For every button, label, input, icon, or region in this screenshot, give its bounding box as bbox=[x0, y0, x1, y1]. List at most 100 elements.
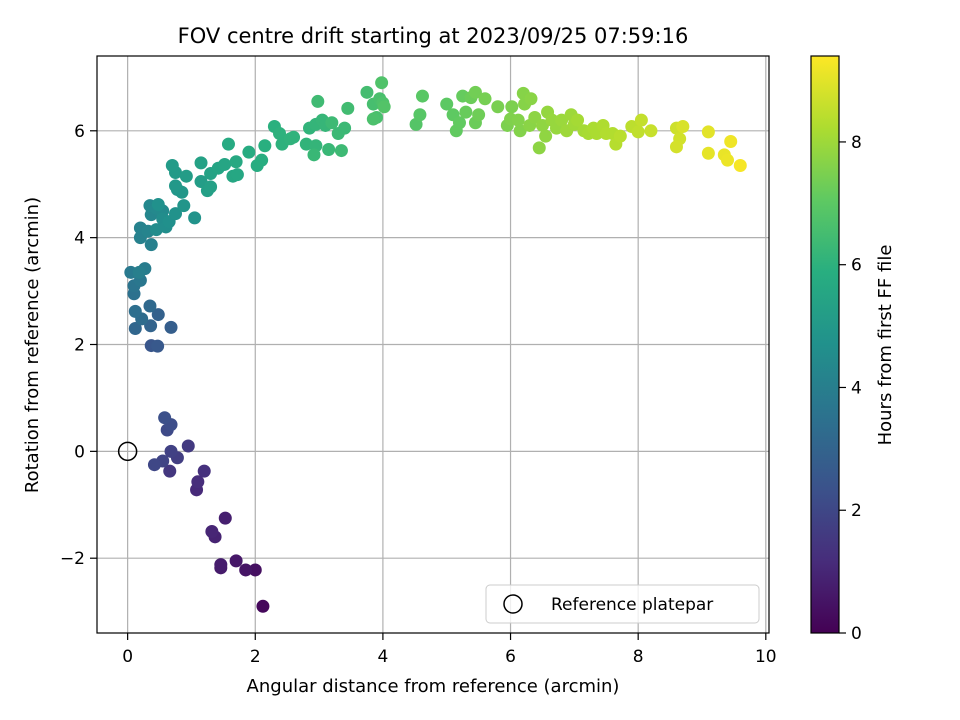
data-point bbox=[177, 199, 191, 213]
data-point bbox=[366, 112, 380, 126]
data-point bbox=[151, 339, 165, 353]
colorbar-tick-label: 8 bbox=[851, 133, 862, 153]
legend-marker bbox=[503, 594, 523, 614]
data-point bbox=[248, 563, 262, 577]
colorbar-tick-label: 0 bbox=[851, 624, 862, 644]
data-point bbox=[242, 145, 256, 159]
colorbar-tick-label: 2 bbox=[851, 501, 862, 521]
data-point bbox=[644, 124, 658, 138]
y-tick-label: 6 bbox=[74, 122, 85, 142]
x-tick-label: 10 bbox=[755, 647, 777, 667]
y-tick-label: 2 bbox=[74, 336, 85, 356]
data-point bbox=[634, 113, 648, 127]
data-point bbox=[505, 100, 519, 114]
data-point bbox=[701, 125, 715, 139]
colorbar-ticks: 0 2 4 6 8 bbox=[839, 133, 862, 644]
data-point bbox=[218, 157, 232, 171]
data-point bbox=[524, 92, 538, 106]
data-point bbox=[555, 113, 569, 127]
data-point bbox=[255, 153, 269, 167]
y-tick-label: −2 bbox=[60, 549, 85, 569]
x-axis-label: Angular distance from reference (arcmin) bbox=[247, 676, 620, 697]
data-point bbox=[163, 464, 177, 478]
data-point bbox=[532, 141, 546, 155]
data-point bbox=[165, 159, 179, 173]
data-point bbox=[375, 76, 389, 90]
data-point bbox=[221, 137, 235, 151]
chart-title: FOV centre drift starting at 2023/09/25 … bbox=[178, 24, 689, 48]
data-point bbox=[158, 411, 172, 425]
x-tick-label: 6 bbox=[505, 647, 516, 667]
data-point bbox=[287, 130, 301, 144]
x-tick-label: 0 bbox=[122, 647, 133, 667]
data-point bbox=[539, 129, 553, 143]
data-point bbox=[168, 179, 182, 193]
data-point bbox=[273, 126, 287, 140]
data-point bbox=[307, 148, 321, 162]
data-point bbox=[415, 89, 429, 103]
y-axis: −2 0 2 4 6 bbox=[60, 122, 97, 569]
data-point bbox=[478, 92, 492, 106]
x-tick-label: 2 bbox=[250, 647, 261, 667]
grid-lines bbox=[97, 56, 769, 633]
data-point bbox=[205, 524, 219, 538]
data-point bbox=[229, 554, 243, 568]
data-point bbox=[468, 85, 482, 99]
data-point bbox=[325, 116, 339, 130]
data-point bbox=[459, 105, 473, 119]
data-point bbox=[733, 159, 747, 173]
data-point bbox=[513, 124, 527, 138]
legend: Reference platepar bbox=[485, 584, 760, 624]
data-point bbox=[239, 563, 253, 577]
data-point bbox=[299, 137, 313, 151]
data-point bbox=[701, 146, 715, 160]
data-point bbox=[194, 175, 208, 189]
data-point bbox=[194, 156, 208, 170]
data-point bbox=[341, 101, 355, 115]
data-point bbox=[229, 155, 243, 169]
data-point bbox=[311, 94, 325, 108]
data-point bbox=[631, 125, 645, 139]
x-tick-label: 8 bbox=[633, 647, 644, 667]
y-axis-label: Rotation from reference (arcmin) bbox=[22, 197, 43, 493]
x-axis: 0 2 4 6 8 10 bbox=[122, 633, 777, 667]
data-point bbox=[724, 134, 738, 148]
colorbar-gradient bbox=[811, 56, 839, 633]
data-point bbox=[669, 140, 683, 154]
data-point bbox=[191, 475, 205, 489]
data-point bbox=[168, 207, 182, 221]
data-point bbox=[322, 142, 336, 156]
data-point bbox=[128, 321, 142, 335]
data-point bbox=[218, 511, 232, 525]
data-point bbox=[128, 304, 142, 318]
data-point bbox=[440, 97, 454, 111]
data-point bbox=[452, 116, 466, 130]
colorbar-label: Hours from first FF file bbox=[875, 245, 896, 446]
data-point bbox=[472, 108, 486, 122]
data-points bbox=[124, 76, 747, 613]
data-point bbox=[338, 121, 352, 135]
data-point bbox=[197, 464, 211, 478]
x-tick-label: 4 bbox=[377, 647, 388, 667]
data-point bbox=[721, 153, 735, 167]
data-point bbox=[511, 113, 525, 127]
data-point bbox=[571, 113, 585, 127]
data-point bbox=[258, 139, 272, 153]
reference-marker bbox=[117, 441, 138, 462]
legend-box bbox=[485, 584, 760, 624]
data-point bbox=[214, 558, 228, 572]
colorbar-tick-label: 6 bbox=[851, 256, 862, 276]
data-point bbox=[230, 168, 244, 182]
data-point bbox=[334, 144, 348, 158]
data-point bbox=[535, 118, 549, 132]
data-point bbox=[491, 100, 505, 114]
y-tick-label: 0 bbox=[74, 442, 85, 462]
data-point bbox=[181, 439, 195, 453]
data-point bbox=[132, 265, 146, 279]
data-point bbox=[413, 108, 427, 122]
data-point bbox=[147, 458, 161, 472]
colorbar: 0 2 4 6 8 Hours from first FF file bbox=[810, 55, 896, 644]
data-point bbox=[360, 85, 374, 99]
colorbar-frame bbox=[810, 55, 840, 634]
